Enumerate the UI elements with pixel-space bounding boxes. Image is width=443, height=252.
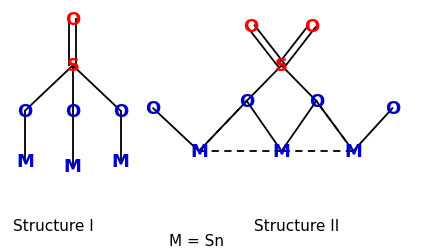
- Text: S: S: [66, 57, 79, 75]
- Text: M: M: [272, 143, 291, 161]
- Text: O: O: [17, 102, 33, 120]
- Text: O: O: [113, 102, 128, 120]
- Text: O: O: [385, 100, 400, 118]
- Text: M: M: [344, 143, 362, 161]
- Text: M: M: [64, 157, 82, 175]
- Text: M: M: [190, 143, 208, 161]
- Text: M: M: [112, 152, 129, 170]
- Text: O: O: [304, 18, 319, 36]
- Text: Structure II: Structure II: [254, 218, 339, 233]
- Text: S: S: [275, 57, 288, 75]
- Text: O: O: [244, 18, 259, 36]
- Text: O: O: [146, 100, 161, 118]
- Text: O: O: [65, 11, 81, 29]
- Text: M: M: [16, 152, 34, 170]
- Text: O: O: [239, 92, 254, 110]
- Text: M = Sn: M = Sn: [169, 233, 224, 248]
- Text: Structure I: Structure I: [13, 218, 93, 233]
- Text: O: O: [309, 92, 324, 110]
- Text: O: O: [65, 102, 81, 120]
